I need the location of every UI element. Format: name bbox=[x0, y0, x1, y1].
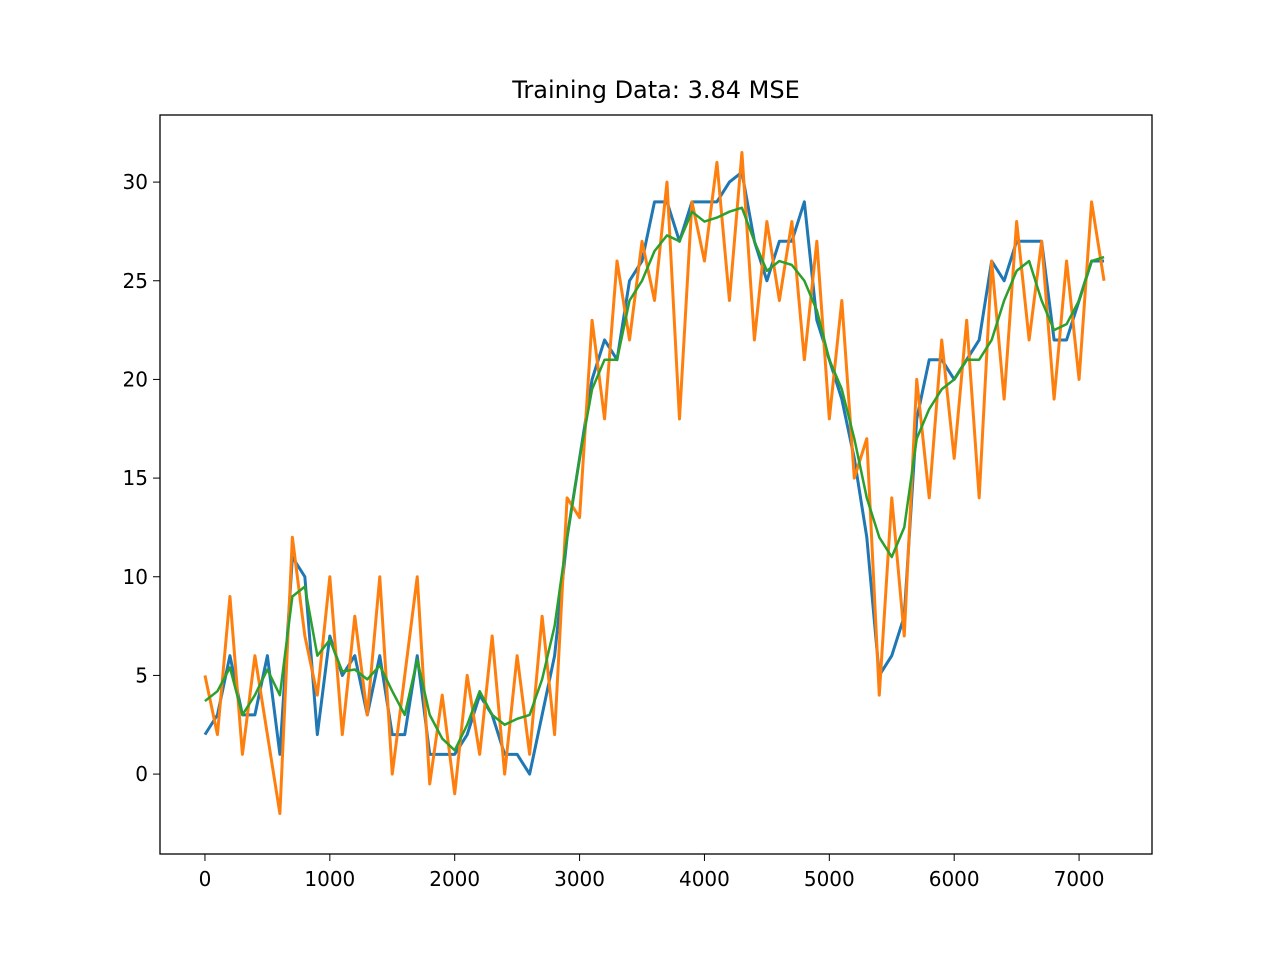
series-line bbox=[204, 206, 1105, 752]
y-tick-label: 5 bbox=[135, 663, 148, 687]
chart-title: Training Data: 3.84 MSE bbox=[511, 76, 800, 104]
x-tick-label: 1000 bbox=[304, 867, 355, 891]
x-tick-label: 0 bbox=[199, 867, 212, 891]
plot-frame bbox=[159, 114, 1153, 855]
y-tick-label: 20 bbox=[123, 367, 148, 391]
series-line bbox=[203, 170, 1105, 776]
x-tick-label: 6000 bbox=[929, 867, 980, 891]
x-tick-label: 5000 bbox=[804, 867, 855, 891]
series-line bbox=[203, 150, 1106, 816]
x-tick-label: 4000 bbox=[679, 867, 730, 891]
x-tick-label: 3000 bbox=[554, 867, 605, 891]
y-tick-label: 10 bbox=[123, 565, 148, 589]
x-tick-label: 7000 bbox=[1054, 867, 1105, 891]
x-tick-label: 2000 bbox=[429, 867, 480, 891]
y-tick-label: 30 bbox=[123, 170, 148, 194]
y-tick-label: 0 bbox=[135, 762, 148, 786]
y-tick-label: 25 bbox=[123, 269, 148, 293]
y-tick-label: 15 bbox=[123, 466, 148, 490]
